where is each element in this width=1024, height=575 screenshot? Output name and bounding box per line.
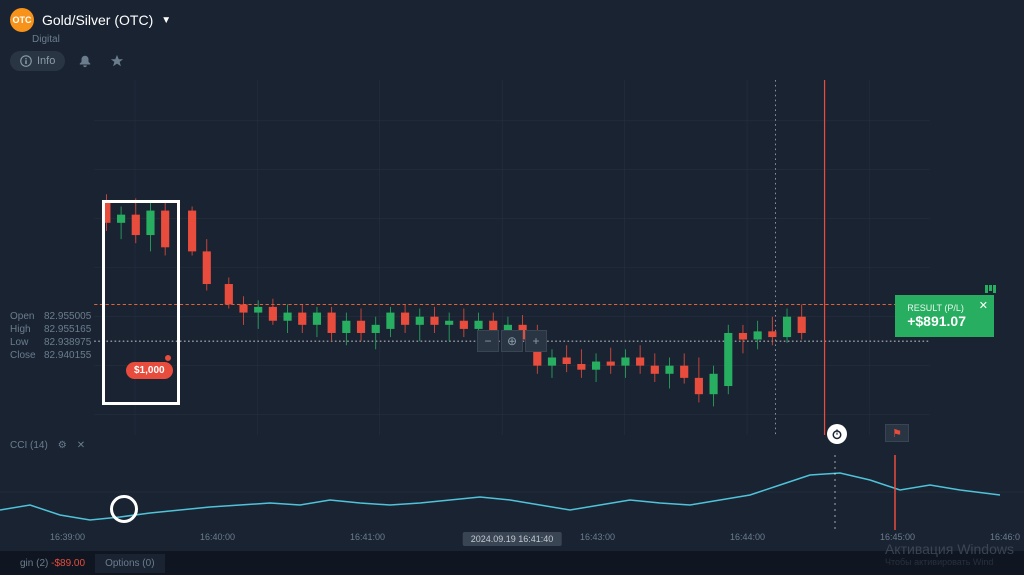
- ohlc-high-label: High: [10, 323, 38, 336]
- result-value: +$891.07: [907, 313, 966, 329]
- toolbar: Info: [0, 45, 1024, 77]
- timer-icon: [827, 424, 847, 444]
- ohlc-close-label: Close: [10, 349, 38, 362]
- asset-subtitle: Digital: [32, 34, 1024, 45]
- loss-value: -$89.00: [51, 558, 85, 569]
- ohlc-high-value: 82.955165: [44, 323, 91, 336]
- zoom-out-button[interactable]: −: [477, 330, 499, 352]
- circle-annotation: [110, 495, 138, 523]
- time-label: 16:40:00: [200, 532, 235, 542]
- time-current: 2024.09.19 16:41:40: [463, 532, 562, 546]
- flag-icon: ⚑: [885, 424, 909, 442]
- time-label: 16:41:00: [350, 532, 385, 542]
- time-label: 16:43:00: [580, 532, 615, 542]
- ohlc-panel: Open 82.955005 High 82.955165 Low 82.938975…: [10, 310, 91, 362]
- chevron-down-icon[interactable]: ▼: [161, 15, 171, 26]
- bottom-bar: gin (2) -$89.00 Options (0): [0, 551, 1024, 575]
- trade-amount-badge: $1,000: [126, 362, 173, 379]
- ohlc-open-label: Open: [10, 310, 38, 323]
- gear-icon[interactable]: ⚙: [58, 440, 67, 451]
- result-panel: RESULT (P/L) +$891.07 ✕: [895, 295, 994, 337]
- asset-icon: OTC: [10, 8, 34, 32]
- zoom-in-button[interactable]: +: [525, 330, 547, 352]
- indicator-header: CCI (14) ⚙ ✕: [10, 440, 85, 451]
- cci-indicator: [0, 455, 1024, 530]
- ohlc-close-value: 82.940155: [44, 349, 91, 362]
- bell-icon[interactable]: [73, 49, 97, 73]
- time-label: 16:39:00: [50, 532, 85, 542]
- windows-watermark: Активация Windows Чтобы активировать Win…: [885, 541, 1014, 567]
- asset-title[interactable]: Gold/Silver (OTC): [42, 12, 153, 28]
- zoom-crosshair-button[interactable]: ⊕: [501, 330, 523, 352]
- cci-chart: [0, 455, 1024, 530]
- result-mini-chart: [985, 285, 996, 293]
- result-label: RESULT (P/L): [907, 303, 966, 313]
- time-label: 16:44:00: [730, 532, 765, 542]
- info-button[interactable]: Info: [10, 51, 65, 71]
- info-label: Info: [37, 55, 55, 67]
- zoom-controls: − ⊕ +: [477, 330, 547, 352]
- options-tab[interactable]: Options (0): [95, 554, 164, 573]
- ohlc-low-value: 82.938975: [44, 336, 91, 349]
- ohlc-low-label: Low: [10, 336, 38, 349]
- star-icon[interactable]: [105, 49, 129, 73]
- close-icon[interactable]: ✕: [979, 299, 988, 312]
- close-icon[interactable]: ✕: [77, 440, 85, 451]
- indicator-name: CCI (14): [10, 440, 48, 451]
- login-tab[interactable]: gin (2) -$89.00: [10, 554, 95, 573]
- ohlc-open-value: 82.955005: [44, 310, 91, 323]
- time-axis: 16:39:00 16:40:00 16:41:00 16:43:00 16:44:00…: [0, 532, 1024, 546]
